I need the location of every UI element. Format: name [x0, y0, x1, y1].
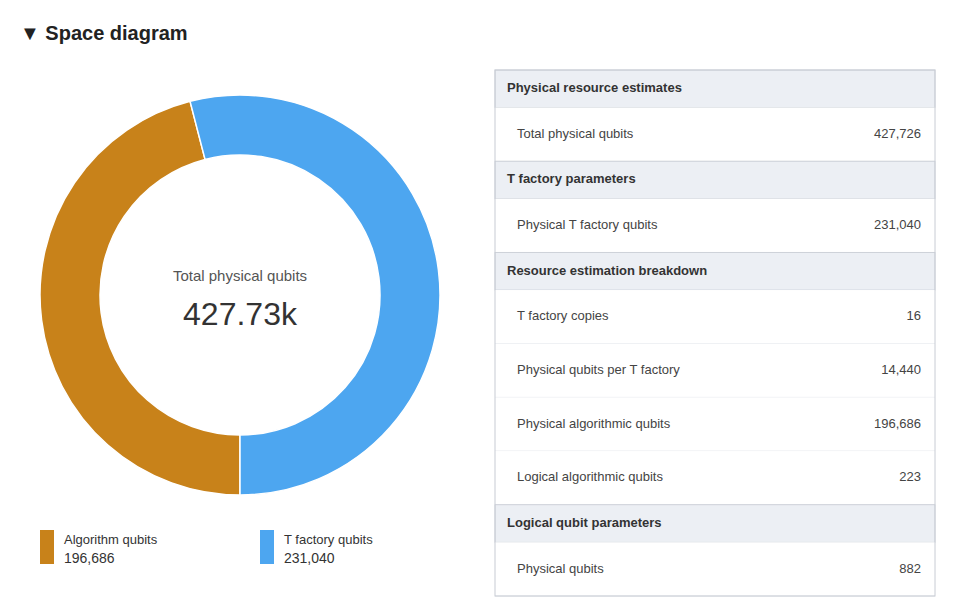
table-row-value: 14,440 — [881, 362, 921, 377]
table-row-label: T factory copies — [517, 308, 609, 323]
legend: Algorithm qubits 196,686 T factory qubits 2… — [40, 530, 373, 566]
table-row-value: 427,726 — [874, 126, 921, 141]
table-row-label: Physical qubits — [517, 561, 604, 576]
title: ▼ Space diagram — [20, 22, 188, 44]
table-header-bg — [495, 505, 935, 543]
table-row-value: 231,040 — [874, 217, 921, 232]
table-row-value: 196,686 — [874, 416, 921, 431]
slice — [190, 95, 440, 495]
table-header: T factory parameters — [507, 171, 636, 186]
table-row-bg — [495, 108, 935, 162]
table-header: Logical qubit parameters — [507, 515, 662, 530]
table: Physical resource estimates Total physica… — [495, 70, 935, 596]
table-header: Physical resource estimates — [507, 80, 682, 95]
table-header: Resource estimation breakdown — [507, 263, 707, 278]
table-border — [495, 70, 935, 596]
legend-swatch — [260, 530, 274, 564]
legend-swatch — [40, 530, 54, 564]
table-row-label: Physical T factory qubits — [517, 217, 658, 232]
table-row-label: Total physical qubits — [517, 126, 634, 141]
legend-label: T factory qubits — [284, 532, 373, 547]
legend-item: T factory qubits 231,040 — [260, 530, 373, 566]
table-row-label: Physical qubits per T factory — [517, 362, 680, 377]
table-row-label: Logical algorithmic qubits — [517, 469, 663, 484]
table-header-bg — [495, 161, 935, 199]
legend-value: 196,686 — [64, 550, 115, 566]
legend-label: Algorithm qubits — [64, 532, 158, 547]
table-row-value: 223 — [899, 469, 921, 484]
table-row-bg — [495, 344, 935, 398]
table-row-bg — [495, 290, 935, 344]
table-row-value: 16 — [907, 308, 921, 323]
table-row-value: 882 — [899, 561, 921, 576]
donut: Total physical qubits 427.73k — [40, 95, 440, 495]
table-row-bg — [495, 451, 935, 505]
table-row-bg — [495, 199, 935, 253]
legend-value: 231,040 — [284, 550, 335, 566]
chart: ▼ Space diagram Total physical qubits 427.… — [0, 0, 953, 616]
legend-item: Algorithm qubits 196,686 — [40, 530, 158, 566]
table-row-label: Physical algorithmic qubits — [517, 416, 671, 431]
table-header-bg — [495, 70, 935, 108]
center-label: Total physical qubits — [173, 267, 307, 284]
table-row-bg — [495, 542, 935, 596]
table-header-bg — [495, 252, 935, 290]
table-row-bg — [495, 397, 935, 451]
center-value: 427.73k — [183, 296, 298, 332]
